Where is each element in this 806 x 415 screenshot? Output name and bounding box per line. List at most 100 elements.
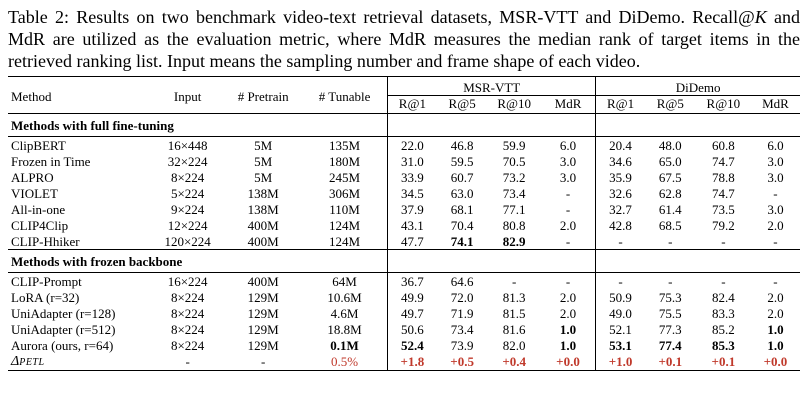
table-row: UniAdapter (r=512) 8×224 129M 18.8M 50.6 73.4… (8, 321, 800, 337)
metric-value: 82.4 (711, 289, 735, 305)
input-value: 9×224 (170, 201, 205, 217)
method-name: ALPRO (11, 169, 54, 185)
metric-value: 80.8 (502, 217, 526, 233)
metric-value: 2.0 (559, 289, 577, 305)
metric-value: - (721, 233, 726, 249)
method-name: LoRA (r=32) (11, 289, 80, 305)
metric-value: 1.0 (559, 321, 577, 337)
delta-value: +0.4 (487, 353, 541, 371)
metric-value: 74.7 (711, 153, 735, 169)
method-name: UniAdapter (r=512) (11, 321, 116, 337)
table-row: CLIP-Prompt 16×224 400M 64M 36.7 64.6- - - - - - (8, 272, 800, 289)
metric-value: 35.9 (595, 169, 645, 185)
input-value: 16×224 (150, 272, 225, 289)
metric-value: 1.0 (559, 337, 577, 353)
metric-value: - (487, 272, 541, 289)
metric-value: 75.5 (658, 305, 682, 321)
metric-value: 78.8 (711, 169, 735, 185)
tunable-value: 0.1M (330, 337, 359, 353)
results-table: Method Input # Pretrain # Tunable MSR-VT… (8, 76, 800, 371)
input-value: 8×224 (170, 321, 205, 337)
delta-label: ΔPETL (8, 353, 151, 371)
metric-value: 1.0 (767, 337, 784, 353)
delta-value: +0.0 (750, 353, 800, 371)
table-caption: Table 2: Results on two benchmark video-… (8, 6, 800, 72)
metric-value: - (565, 233, 571, 249)
table-row: CLIP4Clip 12×224 400M 124M 43.1 70.4 80.8 2.0 42… (8, 217, 800, 233)
metric-value: 2.0 (559, 217, 577, 233)
metric-value: 73.2 (502, 169, 526, 185)
header-method: Method (8, 76, 151, 114)
metric-value: 75.3 (658, 289, 682, 305)
metric-value: 73.4 (450, 321, 474, 337)
metric-value: 85.3 (711, 337, 735, 353)
table-row: UniAdapter (r=128) 8×224 129M 4.6M 49.7 71.9 8… (8, 305, 800, 321)
delta-subscript: PETL (19, 357, 45, 368)
metric-value: 3.0 (767, 153, 784, 169)
pretrain-value: 400M (247, 233, 279, 249)
metric-value: - (750, 272, 800, 289)
metric-value: 52.4 (387, 337, 437, 353)
input-value: - (150, 353, 225, 371)
tunable-value: 4.6M (330, 305, 359, 321)
pretrain-value: 129M (247, 337, 279, 353)
metric-value: 2.0 (767, 289, 784, 305)
header-metric: R@1 (387, 95, 437, 114)
method-name: ClipBERT (8, 136, 151, 153)
metric-value: 3.0 (559, 153, 577, 169)
metric-value: 59.9 (487, 136, 541, 153)
metric-value: - (595, 272, 645, 289)
metric-value: 20.4 (595, 136, 645, 153)
section-spacer (595, 249, 800, 273)
section-spacer (595, 113, 800, 137)
delta-value: +0.1 (644, 353, 696, 371)
metric-value: 50.9 (595, 289, 645, 305)
tunable-value: 124M (329, 217, 361, 233)
metric-value: 64.6 (436, 272, 488, 289)
caption-k: K (754, 7, 767, 27)
metric-value: 82.9 (502, 233, 526, 249)
section-title: Methods with frozen backbone (8, 249, 388, 273)
metric-value: 53.1 (595, 337, 645, 353)
method-name: CLIP-Prompt (8, 272, 151, 289)
header-metric: R@10 (497, 96, 531, 111)
metric-value: 6.0 (540, 136, 596, 153)
header-row-1: Method Input # Pretrain # Tunable MSR-VT… (8, 76, 800, 114)
section-header-row: Methods with frozen backbone (8, 249, 800, 273)
pretrain-value: 129M (247, 305, 279, 321)
input-value: 12×224 (167, 217, 208, 233)
delta-value: +0.0 (540, 353, 596, 371)
table-body: Methods with full fine-tuning ClipBERT 16×… (8, 113, 800, 371)
metric-value: 47.7 (387, 233, 437, 250)
table-row: Aurora (ours, r=64) 8×224 129M 0.1M 52.4 73.9… (8, 337, 800, 353)
metric-value: 49.7 (387, 305, 437, 321)
metric-value: 68.1 (450, 201, 474, 217)
metric-value: 81.6 (502, 321, 526, 337)
metric-value: 6.0 (750, 136, 800, 153)
input-value: 32×224 (167, 153, 208, 169)
table-row: All-in-one 9×224 138M 110M 37.9 68.1 77.1 - 32.7… (8, 201, 800, 217)
header-tunable: # Tunable (301, 76, 388, 114)
pretrain-value: 138M (247, 201, 279, 217)
section-header-row: Methods with full fine-tuning (8, 113, 800, 137)
pretrain-value: 400M (224, 272, 302, 289)
metric-value: 31.0 (387, 153, 437, 169)
tunable-value: 306M (329, 185, 361, 201)
pretrain-value: 129M (247, 321, 279, 337)
metric-value: 33.9 (387, 169, 437, 185)
metric-value: 77.3 (658, 321, 682, 337)
delta-value: +0.1 (695, 353, 751, 371)
input-value: 8×224 (170, 305, 205, 321)
section-spacer (387, 249, 596, 273)
metric-value: 34.6 (595, 153, 645, 169)
header-metric: MdR (554, 96, 582, 111)
metric-value: 2.0 (559, 305, 577, 321)
input-value: 120×224 (164, 233, 211, 249)
metric-value: 71.9 (450, 305, 474, 321)
metric-value: 82.0 (502, 337, 526, 353)
metric-value: - (565, 201, 571, 217)
metric-value: 79.2 (711, 217, 735, 233)
metric-value: 3.0 (767, 201, 784, 217)
metric-value: 50.6 (387, 321, 437, 337)
